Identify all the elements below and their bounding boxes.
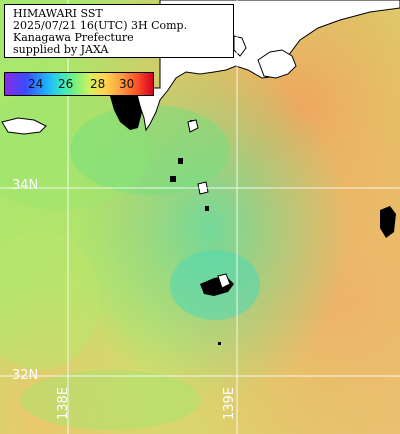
colorbar-label-30: 30 bbox=[119, 77, 135, 91]
latitude-label-34n: 34N bbox=[12, 178, 39, 193]
colorbar-label-24: 24 bbox=[28, 77, 44, 91]
title-dataset: HIMAWARI SST bbox=[13, 7, 103, 20]
longitude-label-139e: 139E bbox=[222, 386, 237, 420]
colorbar-label-28: 28 bbox=[90, 77, 106, 91]
title-source: supplied by JAXA bbox=[13, 43, 109, 56]
title-datetime: 2025/07/21 16(UTC) 3H Comp. bbox=[13, 19, 188, 32]
land-west-spit bbox=[1, 117, 47, 135]
land-peninsula-east bbox=[257, 49, 297, 79]
title-region: Kanagawa Prefecture bbox=[13, 31, 134, 44]
title-box: HIMAWARI SST 2025/07/21 16(UTC) 3H Comp.… bbox=[4, 4, 234, 58]
cloud-mask bbox=[110, 96, 396, 345]
longitude-label-138e: 138E bbox=[56, 386, 71, 420]
latitude-label-32n: 32N bbox=[12, 368, 39, 383]
temperature-colorbar: 24 26 28 30 bbox=[4, 72, 154, 96]
colorbar-label-26: 26 bbox=[58, 77, 74, 91]
